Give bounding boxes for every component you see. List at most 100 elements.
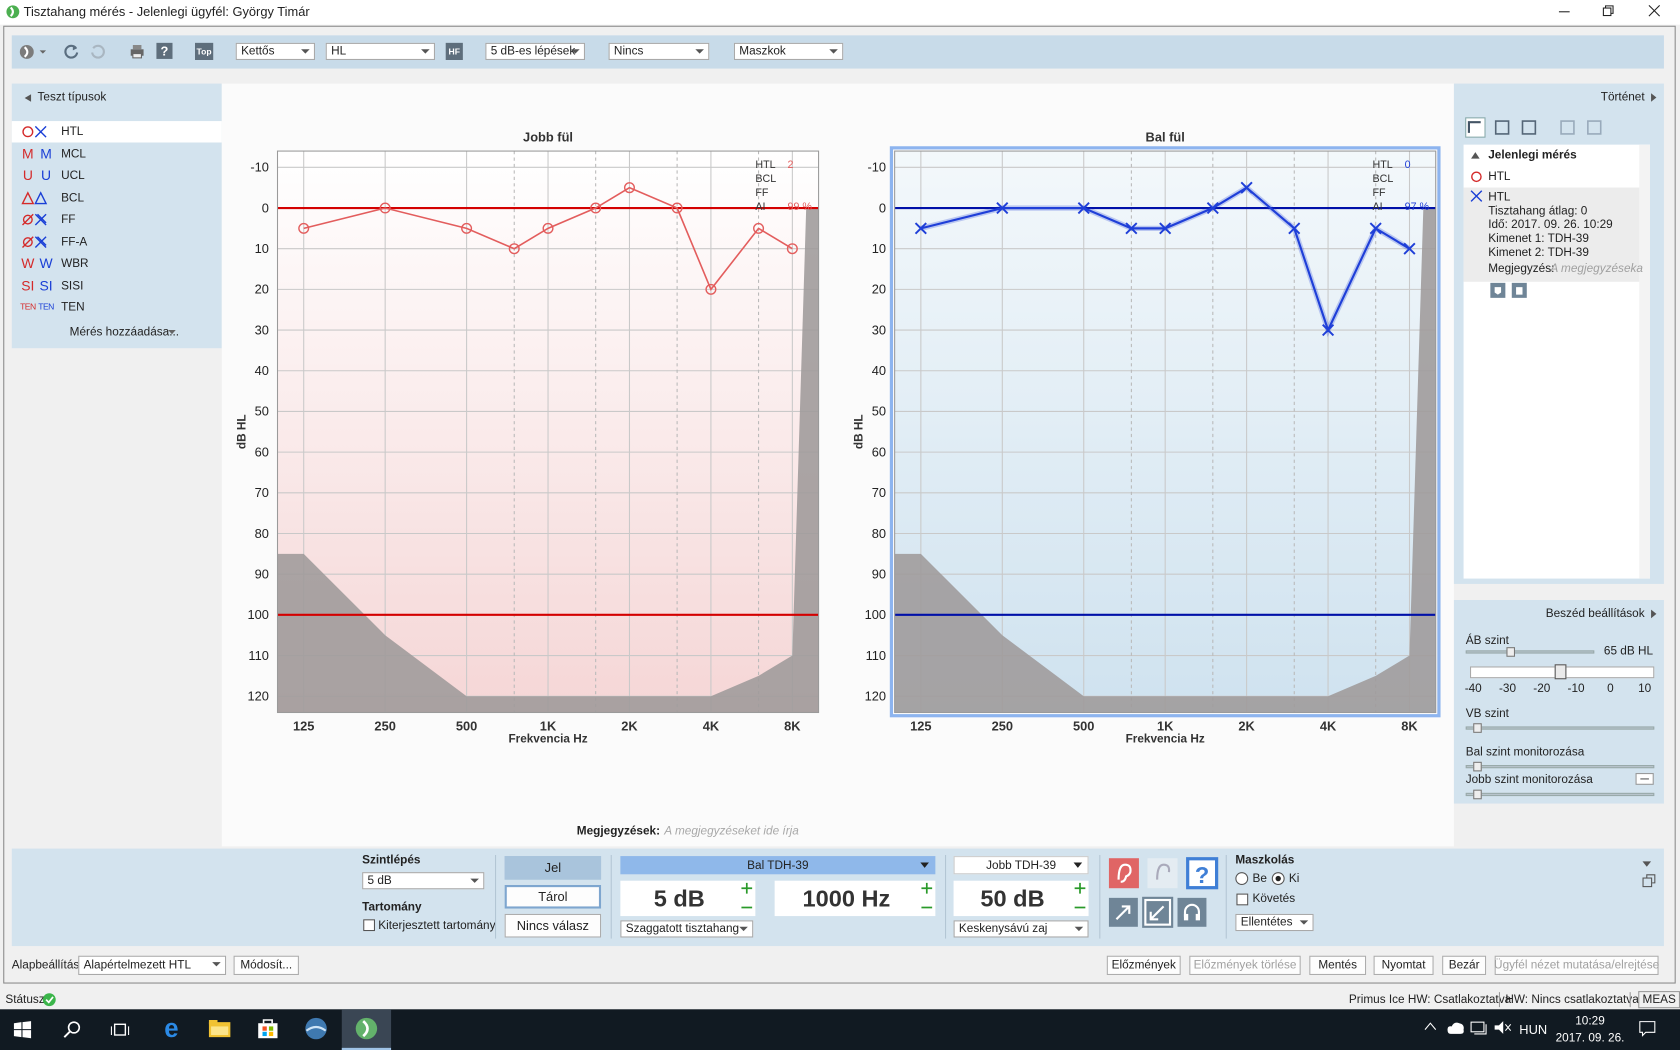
history-tool[interactable] [1465,117,1486,138]
add-measurement[interactable]: Mérés hozzáadása... [69,325,180,339]
test-type-item[interactable]: MCL [61,147,86,161]
notes-input[interactable]: A megjegyzéseket ide írja [664,825,799,838]
footer-button[interactable]: Ügyfél nézet mutatása/elrejtése [1494,955,1659,976]
toolbar-dropdown[interactable]: Maszkok [733,42,844,61]
signal-button[interactable]: Jel [504,856,602,880]
slider-thumb[interactable] [1473,723,1482,733]
modify-button[interactable]: Módosít... [233,955,299,976]
left-level[interactable] [620,880,756,917]
radio-on[interactable] [1235,872,1249,886]
history-tool[interactable] [1585,118,1604,137]
masker-dropdown-text: Keskenysávú zaj [958,922,1048,936]
history-entry[interactable]: HTL [1488,170,1511,184]
collapse-arrow[interactable] [24,94,32,102]
task-view-button[interactable] [110,1022,130,1037]
preset-dropdown[interactable]: Alapértelmezett HTL [78,955,227,976]
footer-button[interactable]: Előzmények [1106,955,1181,976]
toolbar-dropdown-text: HL [331,45,347,58]
undock-button[interactable] [1642,874,1656,888]
slider-thumb[interactable] [1506,647,1516,657]
tray-expand[interactable] [1424,1022,1437,1030]
footer-button[interactable]: Nyomtat [1373,955,1434,976]
headphone-button[interactable] [1177,897,1207,927]
hf-button[interactable]: HF [445,42,463,61]
history-tool[interactable] [1519,118,1538,137]
history-entry[interactable]: HTL [1488,190,1511,204]
slider-thumb[interactable] [1473,761,1482,772]
y-tick-label: 70 [255,485,269,500]
right-output-header[interactable] [953,856,1089,875]
history-tool[interactable] [1558,118,1577,137]
cloud-icon[interactable] [1447,1021,1465,1034]
test-type-item[interactable]: TEN [61,301,85,314]
history-tool[interactable] [1493,118,1512,137]
slider-label: VB szint [1465,707,1509,721]
close-button[interactable] [1648,4,1661,17]
headphone-button-part [1195,913,1201,921]
test-type-item[interactable]: HTL [61,125,84,139]
footer-button[interactable]: Mentés [1309,955,1367,976]
right-level[interactable] [953,880,1089,917]
volume-icon[interactable] [1494,1021,1512,1034]
browser-app[interactable]: e [161,1015,182,1043]
radio-off[interactable] [1271,872,1285,886]
no-response-button[interactable]: Nincs válasz [504,913,602,938]
footer-button[interactable]: Bezár [1442,955,1487,976]
test-type-item[interactable]: FF [61,213,76,227]
panel-menu-part [1642,861,1652,867]
panel-menu[interactable] [1642,861,1652,867]
toolbar-dropdown[interactable]: Nincs [608,42,710,61]
entry-tool[interactable] [1490,282,1506,298]
undo-button[interactable] [64,44,79,59]
link-toggle[interactable] [1635,773,1654,785]
toolbar-dropdown[interactable]: 5 dB-es lépések [485,42,586,61]
network-icon[interactable] [1470,1020,1488,1035]
frequency[interactable] [774,880,936,917]
right-ear-button[interactable] [1108,858,1139,889]
output-up-button[interactable] [1108,897,1138,927]
toolbar-dropdown[interactable]: Kettős [235,42,316,61]
test-type-item[interactable]: BCL [61,191,85,205]
store-app[interactable] [258,1019,278,1039]
top-button[interactable]: Top [195,42,214,61]
notification-center[interactable] [1639,1021,1656,1037]
masker-dropdown[interactable]: Keskenysávú zaj [953,920,1089,938]
test-type-item[interactable]: WBR [61,257,89,271]
left-output-header[interactable] [620,856,936,875]
noah-app[interactable] [304,1017,328,1041]
step-buttons[interactable] [741,882,753,913]
store-button[interactable]: Tárol [504,885,602,909]
test-type-item[interactable]: FF-A [61,235,88,249]
start-button[interactable] [13,1021,32,1039]
step-buttons[interactable] [1074,882,1086,913]
test-type-item[interactable]: SISI [61,279,84,292]
y-tick-label: 110 [866,648,886,663]
output-down-button[interactable] [1142,896,1174,928]
data-point [1322,324,1335,337]
left-ear-button[interactable] [1147,858,1178,889]
restore-button[interactable] [1602,5,1614,17]
test-type-item[interactable]: UCL [61,169,85,183]
explorer-app[interactable] [208,1020,231,1038]
logo-menu[interactable] [19,44,47,60]
print-button[interactable] [130,44,145,59]
checkbox[interactable] [1236,893,1249,906]
help-button[interactable]: ? [156,42,173,59]
masking-mode-dropdown[interactable]: Ellentétes [1235,913,1314,932]
slider-thumb[interactable] [1473,789,1482,800]
step-dropdown[interactable]: 5 dB [362,872,485,890]
redo-button[interactable] [90,44,105,59]
checkbox[interactable] [363,919,376,932]
entry-delete[interactable] [1511,282,1527,298]
toolbar-dropdown[interactable]: HL [325,42,436,61]
step-buttons[interactable] [921,882,933,913]
meas-indicator: MEAS [1638,991,1680,1009]
audiometry-app[interactable] [355,1017,379,1041]
stimulus-dropdown[interactable]: Szaggatott tisztahang [620,920,754,938]
minimize-button[interactable] [1558,11,1570,13]
binaural-button[interactable]: ? [1186,857,1219,890]
footer-button[interactable]: Előzmények törlése [1189,955,1301,976]
search-button[interactable] [63,1021,81,1038]
scale-thumb[interactable] [1554,664,1567,680]
entry-symbol [1470,190,1483,202]
